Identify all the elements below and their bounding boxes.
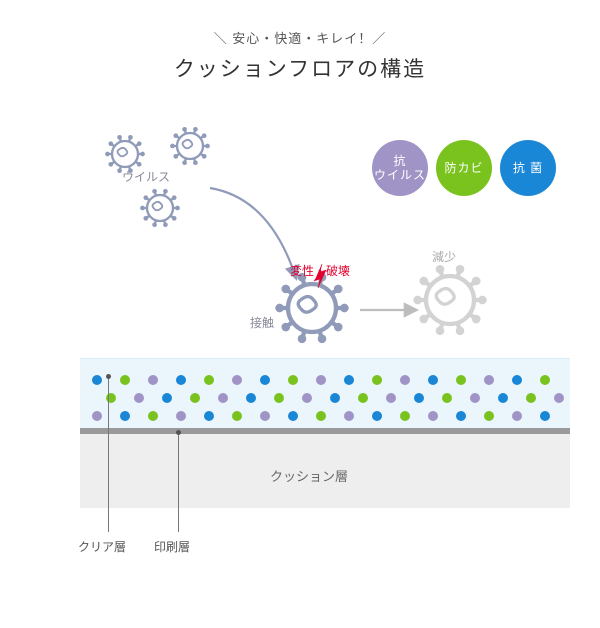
leader-line: [108, 376, 109, 532]
clear-layer: [80, 358, 570, 428]
particle-dot: [400, 411, 410, 421]
cushion-layer: クッション層: [80, 434, 570, 508]
page-title: クッションフロアの構造: [0, 53, 600, 83]
particle-dot: [456, 411, 466, 421]
particle-dot: [134, 393, 144, 403]
particle-dot: [302, 393, 312, 403]
tagline-text: ＼ 安心・快適・キレイ！／: [0, 28, 600, 47]
virus-icon: [275, 273, 348, 343]
print-layer-label: 印刷層: [154, 538, 190, 555]
particle-dot: [92, 375, 102, 385]
particle-dot: [204, 375, 214, 385]
particle-dot: [358, 393, 368, 403]
particle-dot: [232, 411, 242, 421]
particle-dot: [148, 411, 158, 421]
particle-dot: [540, 411, 550, 421]
particle-dot: [456, 375, 466, 385]
particle-dot: [288, 411, 298, 421]
virus-icon: [413, 265, 486, 335]
particle-dot: [414, 393, 424, 403]
particle-dot: [540, 375, 550, 385]
particle-dot: [428, 411, 438, 421]
particle-dot: [512, 411, 522, 421]
cross-section: クッション層: [80, 358, 570, 508]
particle-dot: [484, 375, 494, 385]
particle-dot: [372, 411, 382, 421]
particle-dot: [484, 411, 494, 421]
particle-dot: [330, 393, 340, 403]
particle-dot: [344, 411, 354, 421]
destroy-label: 変性・破壊: [290, 262, 350, 279]
particle-dot: [260, 375, 270, 385]
particle-dot: [190, 393, 200, 403]
reduce-label: 減少: [432, 248, 456, 265]
particle-dot: [274, 393, 284, 403]
particle-dot: [120, 375, 130, 385]
particle-dot: [218, 393, 228, 403]
clear-layer-label: クリア層: [78, 538, 126, 555]
particle-dot: [316, 375, 326, 385]
particle-dot: [204, 411, 214, 421]
particle-dot: [498, 393, 508, 403]
particle-dot: [400, 375, 410, 385]
particle-dot: [386, 393, 396, 403]
cushion-layer-label: クッション層: [270, 466, 348, 485]
particle-dot: [232, 375, 242, 385]
particle-dot: [428, 375, 438, 385]
particle-dot: [470, 393, 480, 403]
particle-dot: [162, 393, 172, 403]
virus-label: ウイルス: [122, 168, 170, 185]
particle-dot: [344, 375, 354, 385]
particle-dot: [176, 411, 186, 421]
particle-dot: [246, 393, 256, 403]
particle-dot: [316, 411, 326, 421]
particle-dot: [148, 375, 158, 385]
particle-dot: [92, 411, 102, 421]
particle-dot: [288, 375, 298, 385]
virus-icon: [140, 189, 180, 227]
particle-dot: [120, 411, 130, 421]
particle-dot: [260, 411, 270, 421]
diagram-stage: 抗 ウイルス防カビ抗 菌 ウイルス 接触 変性・破壊 減少 クッション層 クリア…: [0, 128, 600, 628]
particle-dot: [554, 393, 564, 403]
particle-dot: [526, 393, 536, 403]
particle-dot: [512, 375, 522, 385]
virus-icon: [170, 127, 210, 165]
contact-label: 接触: [250, 314, 274, 331]
particle-dot: [372, 375, 382, 385]
particle-dot: [442, 393, 452, 403]
particle-dot: [176, 375, 186, 385]
leader-line: [178, 432, 179, 532]
